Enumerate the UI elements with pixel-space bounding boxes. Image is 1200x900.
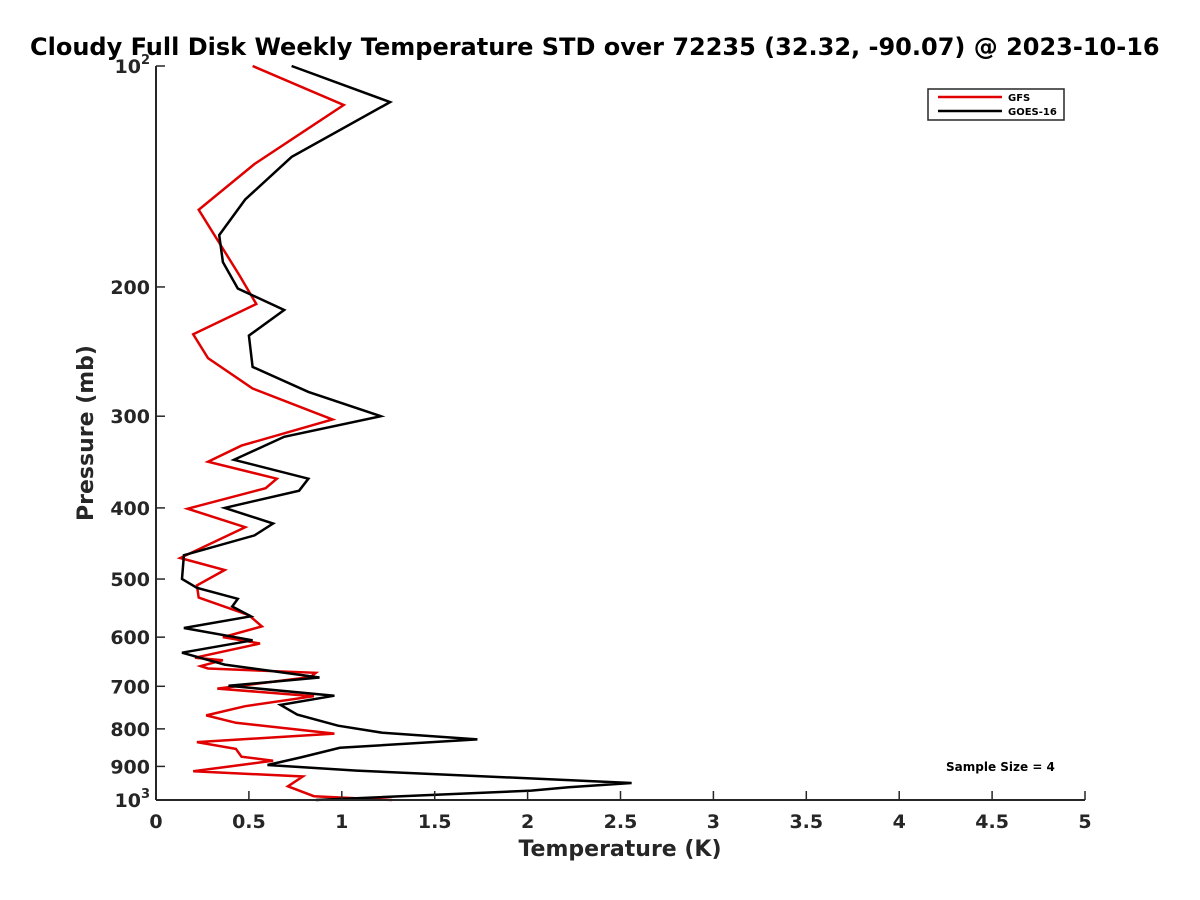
series-layer [176, 64, 632, 802]
x-tick-label: 1.5 [418, 811, 452, 833]
y-tick-label: 300 [110, 406, 150, 428]
y-tick-label: 600 [110, 627, 150, 649]
y-axis-label: Pressure (mb) [74, 345, 99, 521]
series-line-goes16 [180, 64, 632, 802]
y-tick-label: 500 [110, 569, 150, 591]
x-tick-label: 0.5 [232, 811, 266, 833]
x-tick-label: 3.5 [789, 811, 823, 833]
y-tick-label: 103 [115, 787, 151, 812]
x-tick-label: 5 [1078, 811, 1091, 833]
legend-label-goes16: GOES-16 [1008, 107, 1057, 118]
y-tick-label: 800 [110, 719, 150, 741]
x-tick-label: 3 [707, 811, 720, 833]
x-axis-label: Temperature (K) [518, 837, 721, 862]
sample-size-annotation: Sample Size = 4 [946, 760, 1055, 774]
y-ticks: 102 200 300 400 500 600 700 800 900 103 [110, 53, 165, 812]
chart-title: Cloudy Full Disk Weekly Temperature STD … [30, 33, 1160, 61]
legend-box [927, 88, 1065, 121]
x-tick-label: 0 [149, 811, 162, 833]
series-line-gfs [176, 64, 393, 802]
x-tick-label: 2 [521, 811, 534, 833]
y-tick-label: 400 [110, 498, 150, 520]
y-tick-label: 200 [110, 277, 150, 299]
x-ticks: 0 0.5 1 1.5 2 2.5 3 3.5 4 4.5 5 [149, 791, 1092, 833]
legend: GFS GOES-16 [927, 88, 1065, 121]
y-tick-label: 900 [110, 756, 150, 778]
y-tick-label: 102 [115, 53, 151, 78]
x-tick-label: 4.5 [975, 811, 1009, 833]
y-tick-label: 700 [110, 676, 150, 698]
legend-label-gfs: GFS [1008, 93, 1030, 104]
x-tick-label: 2.5 [604, 811, 638, 833]
x-tick-label: 4 [893, 811, 906, 833]
x-tick-label: 1 [335, 811, 348, 833]
